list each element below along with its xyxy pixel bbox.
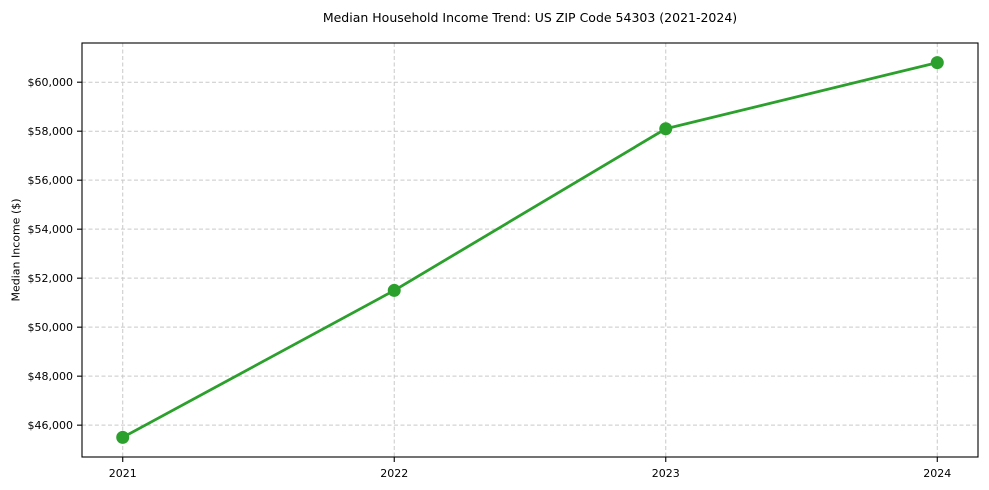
y-tick-label: $54,000: [28, 223, 74, 236]
y-tick-label: $60,000: [28, 76, 74, 89]
y-tick-label: $46,000: [28, 419, 74, 432]
data-point-2024: [930, 56, 944, 70]
y-tick-label: $48,000: [28, 370, 74, 383]
x-tick-label: 2024: [923, 467, 951, 480]
plot-border: [81, 42, 979, 458]
x-tick-label: 2021: [109, 467, 137, 480]
x-tick-label: 2023: [652, 467, 680, 480]
data-point-2023: [659, 122, 673, 136]
y-tick-label: $56,000: [28, 174, 74, 187]
income-trend-line: [121, 61, 939, 439]
y-tick-label: $50,000: [28, 321, 74, 334]
data-point-2022: [387, 283, 401, 297]
x-tick-label: 2022: [380, 467, 408, 480]
chart-title: Median Household Income Trend: US ZIP Co…: [322, 10, 738, 25]
y-tick-label: $58,000: [28, 125, 74, 138]
y-tick-label: $52,000: [28, 272, 74, 285]
data-point-2021: [116, 430, 130, 444]
